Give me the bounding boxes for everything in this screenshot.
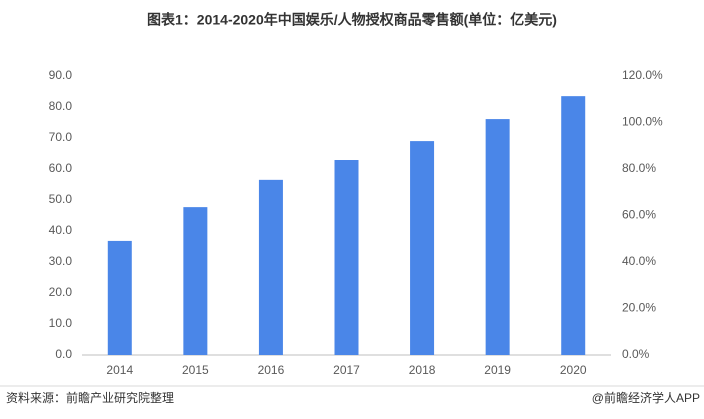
y2-tick-label: 80.0%: [622, 161, 656, 175]
source: 资料来源：前瞻产业研究院整理: [6, 390, 174, 405]
bar: [258, 179, 283, 355]
y2-tick-label: 20.0%: [622, 301, 656, 315]
bar: [107, 240, 132, 355]
y-tick-label: 30.0: [49, 254, 73, 268]
x-tick-label: 2020: [560, 363, 587, 377]
x-tick-label: 2014: [106, 363, 133, 377]
y2-tick-label: 60.0%: [622, 208, 656, 222]
bar: [561, 96, 586, 356]
footer: @前瞻经济学人APP: [592, 390, 700, 405]
y-tick-label: 40.0: [49, 223, 73, 237]
y-tick-label: 50.0: [49, 192, 73, 206]
y-tick-label: 20.0: [49, 285, 73, 299]
y2-tick-label: 100.0%: [622, 115, 663, 129]
y2-tick-label: 0.0%: [622, 347, 650, 361]
y-tick-label: 0.0: [55, 347, 72, 361]
bar: [183, 207, 208, 355]
y2-tick-label: 40.0%: [622, 254, 656, 268]
x-tick-label: 2019: [484, 363, 511, 377]
chart-title: 图表1：2014-2020年中国娱乐/人物授权商品零售额(单位：亿美元): [147, 12, 557, 28]
x-tick-label: 2015: [182, 363, 209, 377]
y-tick-label: 10.0: [49, 316, 73, 330]
y2-tick-label: 120.0%: [622, 68, 663, 82]
y-tick-label: 90.0: [49, 68, 73, 82]
y-tick-label: 80.0: [49, 99, 73, 113]
x-tick-label: 2017: [333, 363, 360, 377]
x-tick-label: 2018: [409, 363, 436, 377]
y-tick-label: 60.0: [49, 161, 73, 175]
y-tick-label: 70.0: [49, 130, 73, 144]
bar: [410, 141, 435, 355]
x-tick-label: 2016: [258, 363, 285, 377]
bar: [485, 119, 510, 355]
bar: [334, 160, 359, 355]
